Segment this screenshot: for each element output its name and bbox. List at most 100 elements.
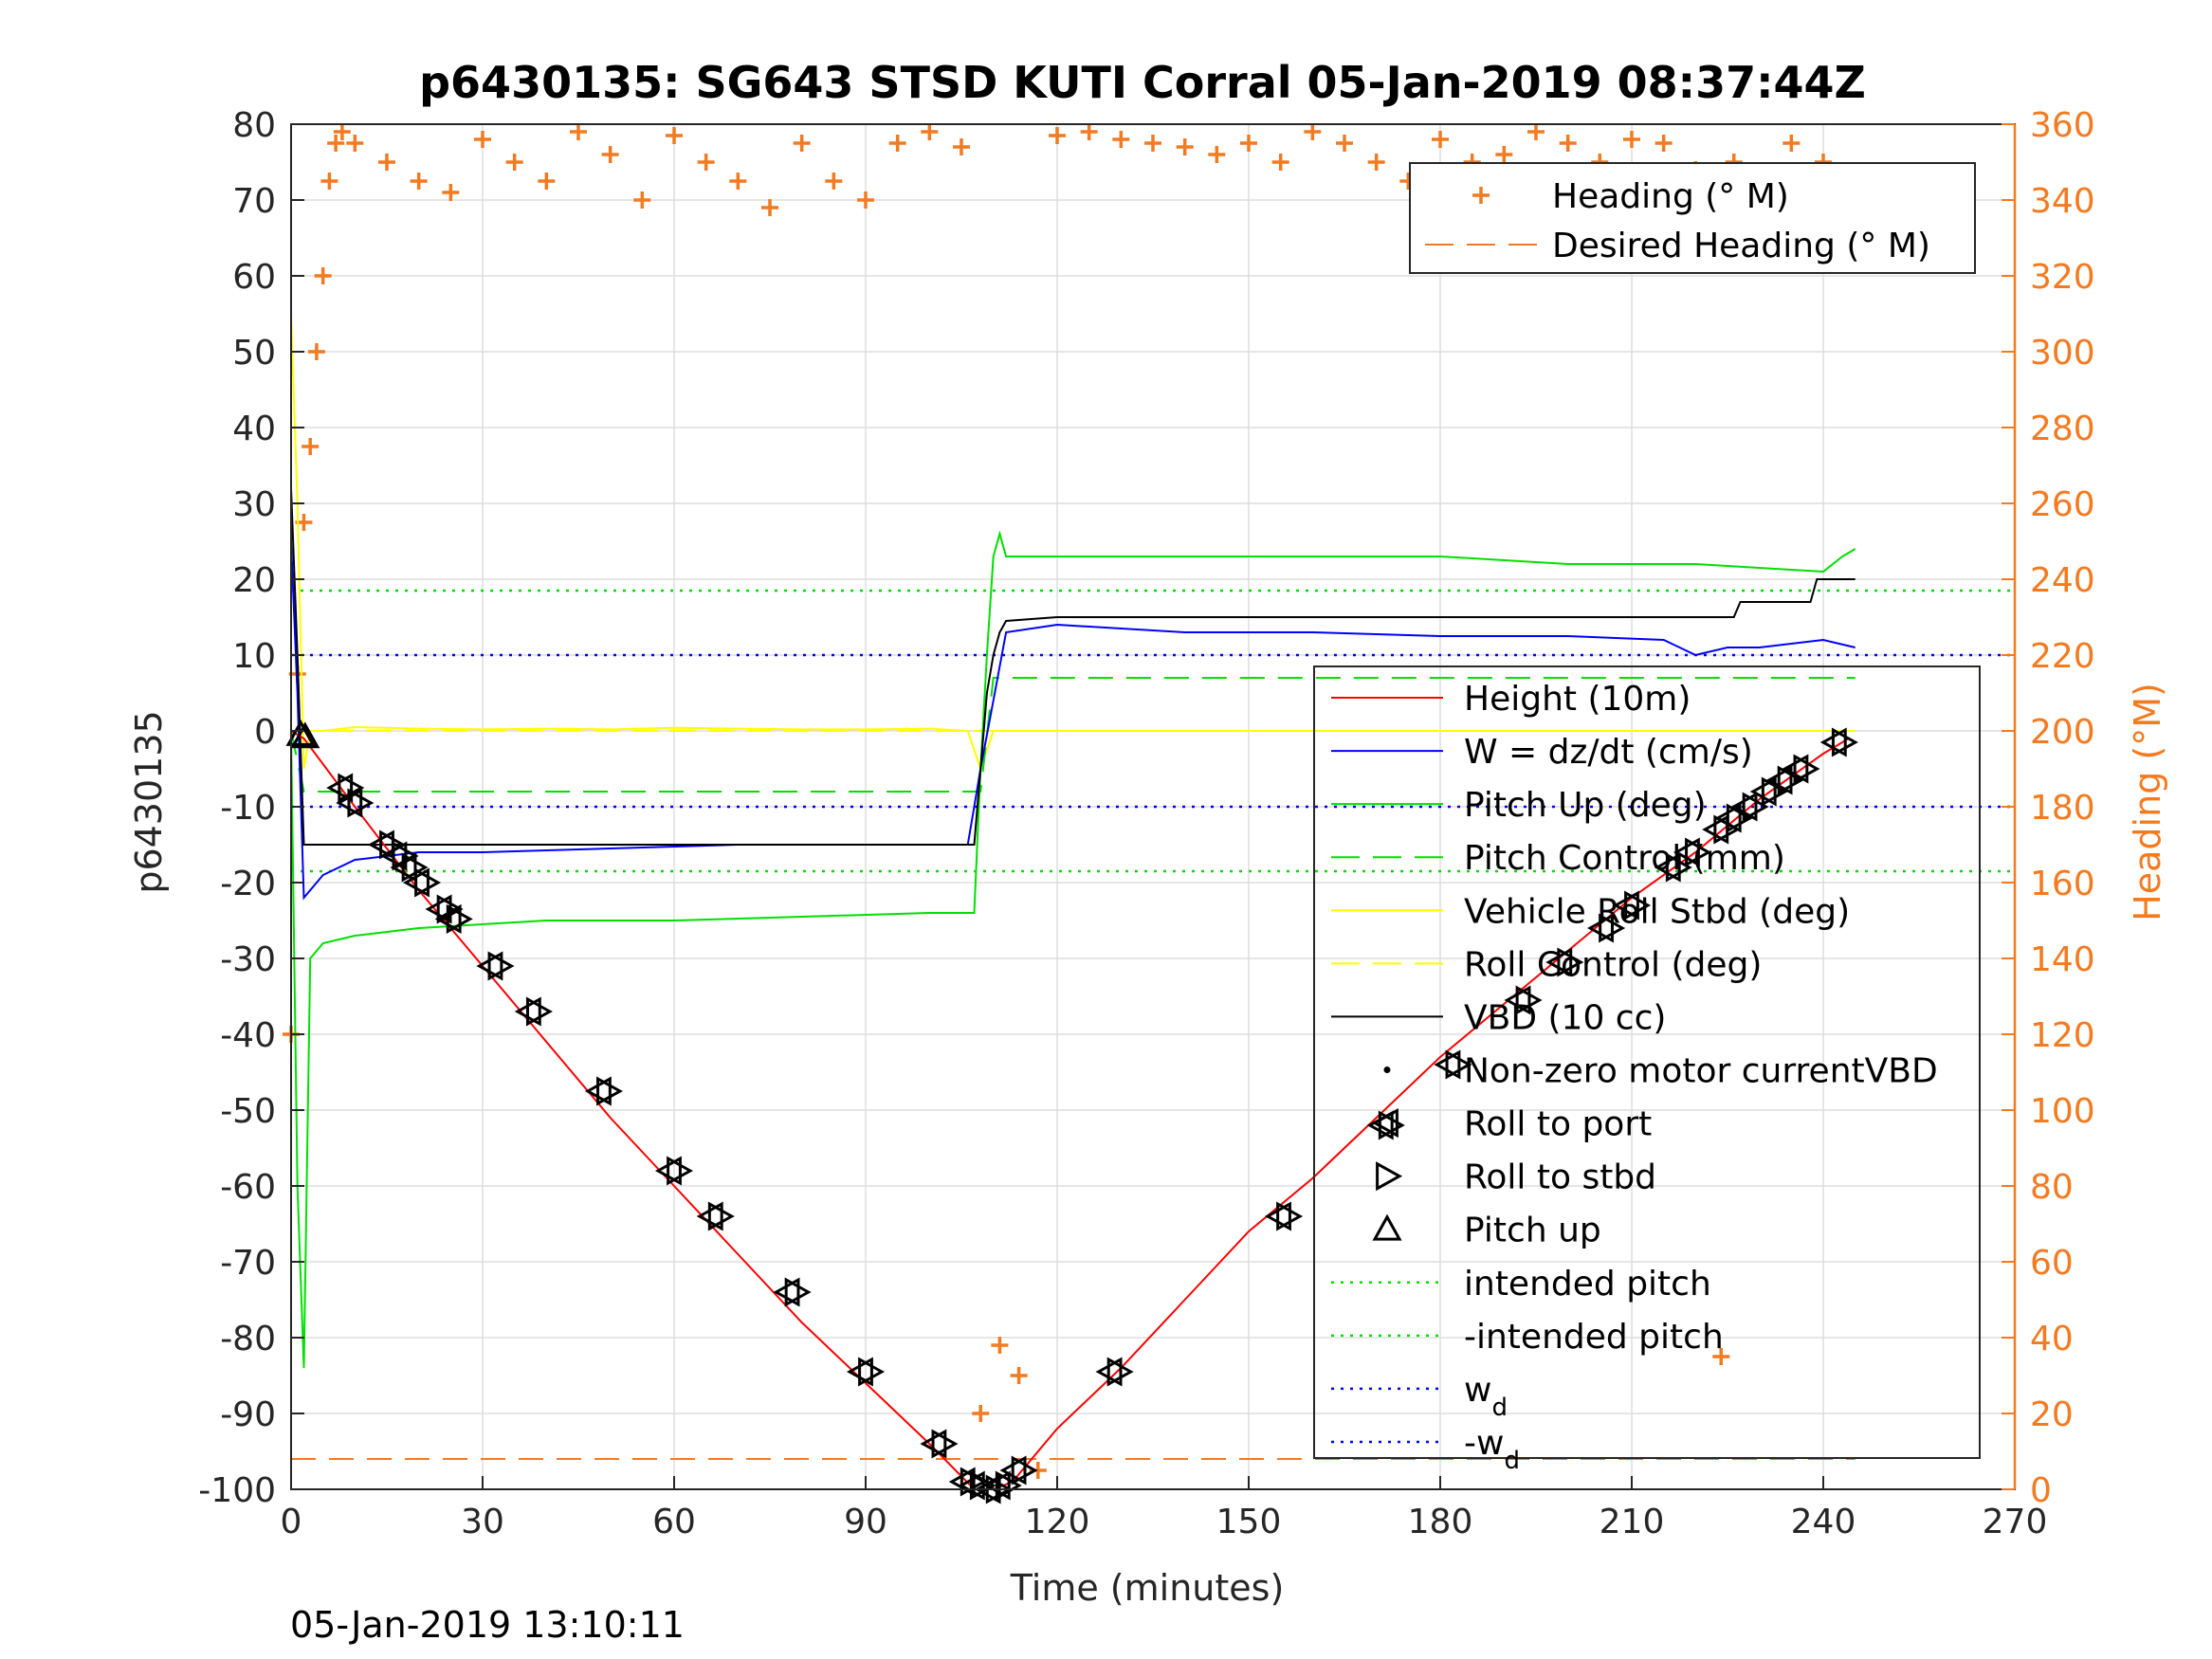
roll-to-stbd-marker [1831, 727, 1858, 757]
roll-to-stbd-marker [1624, 890, 1652, 921]
heading-point [378, 154, 395, 171]
legend-label-height-10m: Height (10m) [1464, 680, 1691, 719]
roll-to-stbd-marker [931, 1429, 959, 1459]
right-y-axis-label: Heading (°M) [2127, 683, 2168, 921]
axis-ticks: 0 30 60 90 120 150 180 210 240 270-100-90-80-70-6… [198, 106, 2094, 1541]
heading-point [307, 343, 325, 360]
roll-to-stbd-marker [1726, 803, 1753, 833]
heading-point [761, 199, 778, 216]
right-y-tick-label: 60 [2030, 1244, 2074, 1283]
right-y-tick-label: 220 [2030, 637, 2095, 676]
legend-label-pitch-up-deg: Pitch Up (deg) [1464, 786, 1707, 825]
left-y-tick-label: -10 [220, 789, 276, 828]
heading-point [1336, 135, 1353, 152]
roll-to-stbd-marker [1515, 985, 1543, 1015]
x-tick-label: 180 [1408, 1503, 1473, 1541]
heading-point [1712, 1348, 1730, 1365]
legend-main: Height (10m) W = dz/dt (cm/s) Pitch Up (de… [1313, 665, 1981, 1475]
heading-point [1782, 135, 1801, 152]
legend-swatch-pitch-up [1372, 1213, 1402, 1241]
heading-point [320, 173, 338, 190]
heading-point [327, 135, 345, 152]
roll-to-stbd-marker [446, 903, 473, 934]
left-y-tick-label: 30 [232, 485, 276, 524]
chart-title: p6430135: SG643 STSD KUTI Corral 05-Jan-… [419, 57, 1866, 108]
roll-to-stbd-marker [1276, 1201, 1304, 1231]
left-y-tick-label: -70 [220, 1244, 276, 1283]
heading-point [1240, 135, 1257, 152]
roll-to-stbd-marker [995, 1470, 1022, 1501]
heading-point [570, 123, 587, 140]
right-y-tick-label: 340 [2030, 182, 2095, 221]
right-y-tick-label: 120 [2030, 1016, 2095, 1055]
roll-to-stbd-marker [401, 852, 429, 883]
heading-point [538, 173, 556, 190]
left-y-tick-label: 20 [232, 561, 276, 600]
right-y-tick-label: 180 [2030, 789, 2095, 828]
legend-label-vehicle-roll-stbd-deg: Vehicle Roll Stbd (deg) [1464, 892, 1850, 931]
left-y-tick-label: -60 [220, 1168, 276, 1207]
roll-to-stbd-marker [858, 1357, 886, 1387]
right-y-tick-label: 200 [2030, 713, 2095, 752]
left-y-tick-label: -50 [220, 1092, 276, 1131]
roll-to-stbd-marker [667, 1156, 694, 1186]
legend-main-box [1313, 665, 1981, 1459]
x-tick-label: 90 [844, 1503, 887, 1541]
heading-point [825, 173, 843, 190]
plot-area [283, 123, 2015, 1504]
heading-point [601, 146, 619, 163]
heading-point [410, 173, 428, 190]
heading-point [921, 123, 939, 140]
heading-point [314, 267, 332, 284]
legend-label-vbd-10-cc: VBD (10 cc) [1464, 998, 1666, 1037]
heading-point [474, 131, 491, 148]
left-y-tick-label: 50 [232, 334, 276, 373]
roll-to-stbd-marker [1777, 765, 1804, 795]
heading-point [346, 135, 364, 152]
right-y-tick-label: 280 [2030, 410, 2095, 448]
left-y-tick-label: -30 [220, 940, 276, 979]
legend-label-w-dz-dt-cm-s: W = dz/dt (cm/s) [1464, 733, 1753, 772]
x-tick-label: 240 [1791, 1503, 1856, 1541]
right-y-tick-label: 160 [2030, 865, 2095, 903]
heading-point [991, 1337, 1009, 1354]
roll-to-stbd-marker [1742, 792, 1769, 822]
heading-point [442, 184, 460, 201]
heading-point [729, 173, 747, 190]
heading-point [1654, 135, 1673, 152]
roll-to-stbd-marker [436, 894, 464, 924]
heading-point [1304, 123, 1322, 140]
heading-point [857, 191, 874, 209]
right-y-tick-label: 260 [2030, 485, 2095, 524]
roll-to-stbd-marker [1557, 947, 1584, 977]
heading-point [666, 127, 683, 144]
pitch-up-marker [290, 721, 320, 749]
legend-heading-swatch [1472, 187, 1490, 204]
legend-label-intended-pitch: intended pitch [1464, 1265, 1711, 1304]
heading-point [972, 1405, 990, 1422]
legend-swatch-non-zero-motor-currentvbd [1383, 1066, 1391, 1073]
left-y-tick-label: 80 [232, 106, 276, 145]
heading-point [697, 154, 715, 171]
heading-point [1080, 123, 1098, 140]
right-y-tick-label: 300 [2030, 334, 2095, 373]
heading-point [1112, 131, 1130, 148]
series-vbd-10-cc [290, 487, 1856, 846]
left-y-tick-label: -80 [220, 1320, 276, 1358]
roll-to-stbd-marker [338, 773, 365, 803]
heading-point [1623, 131, 1640, 148]
legend-label-roll-to-port: Roll to port [1464, 1105, 1652, 1144]
left-y-tick-label: 70 [232, 182, 276, 221]
legend-heading-box [1409, 162, 1976, 274]
x-tick-label: 120 [1025, 1503, 1090, 1541]
left-y-tick-label: 60 [232, 258, 276, 297]
legend-label-roll-to-stbd: Roll to stbd [1464, 1158, 1656, 1197]
x-tick-label: 0 [281, 1503, 302, 1541]
legend-label-intended-pitch: -intended pitch [1464, 1318, 1724, 1357]
roll-to-stbd-marker [525, 996, 553, 1027]
roll-to-stbd-marker [1665, 852, 1692, 883]
roll-to-stbd-marker [1793, 754, 1820, 784]
legend-label-non-zero-motor-currentvbd: Non-zero motor currentVBD [1464, 1052, 1938, 1091]
x-tick-label: 150 [1216, 1503, 1282, 1541]
